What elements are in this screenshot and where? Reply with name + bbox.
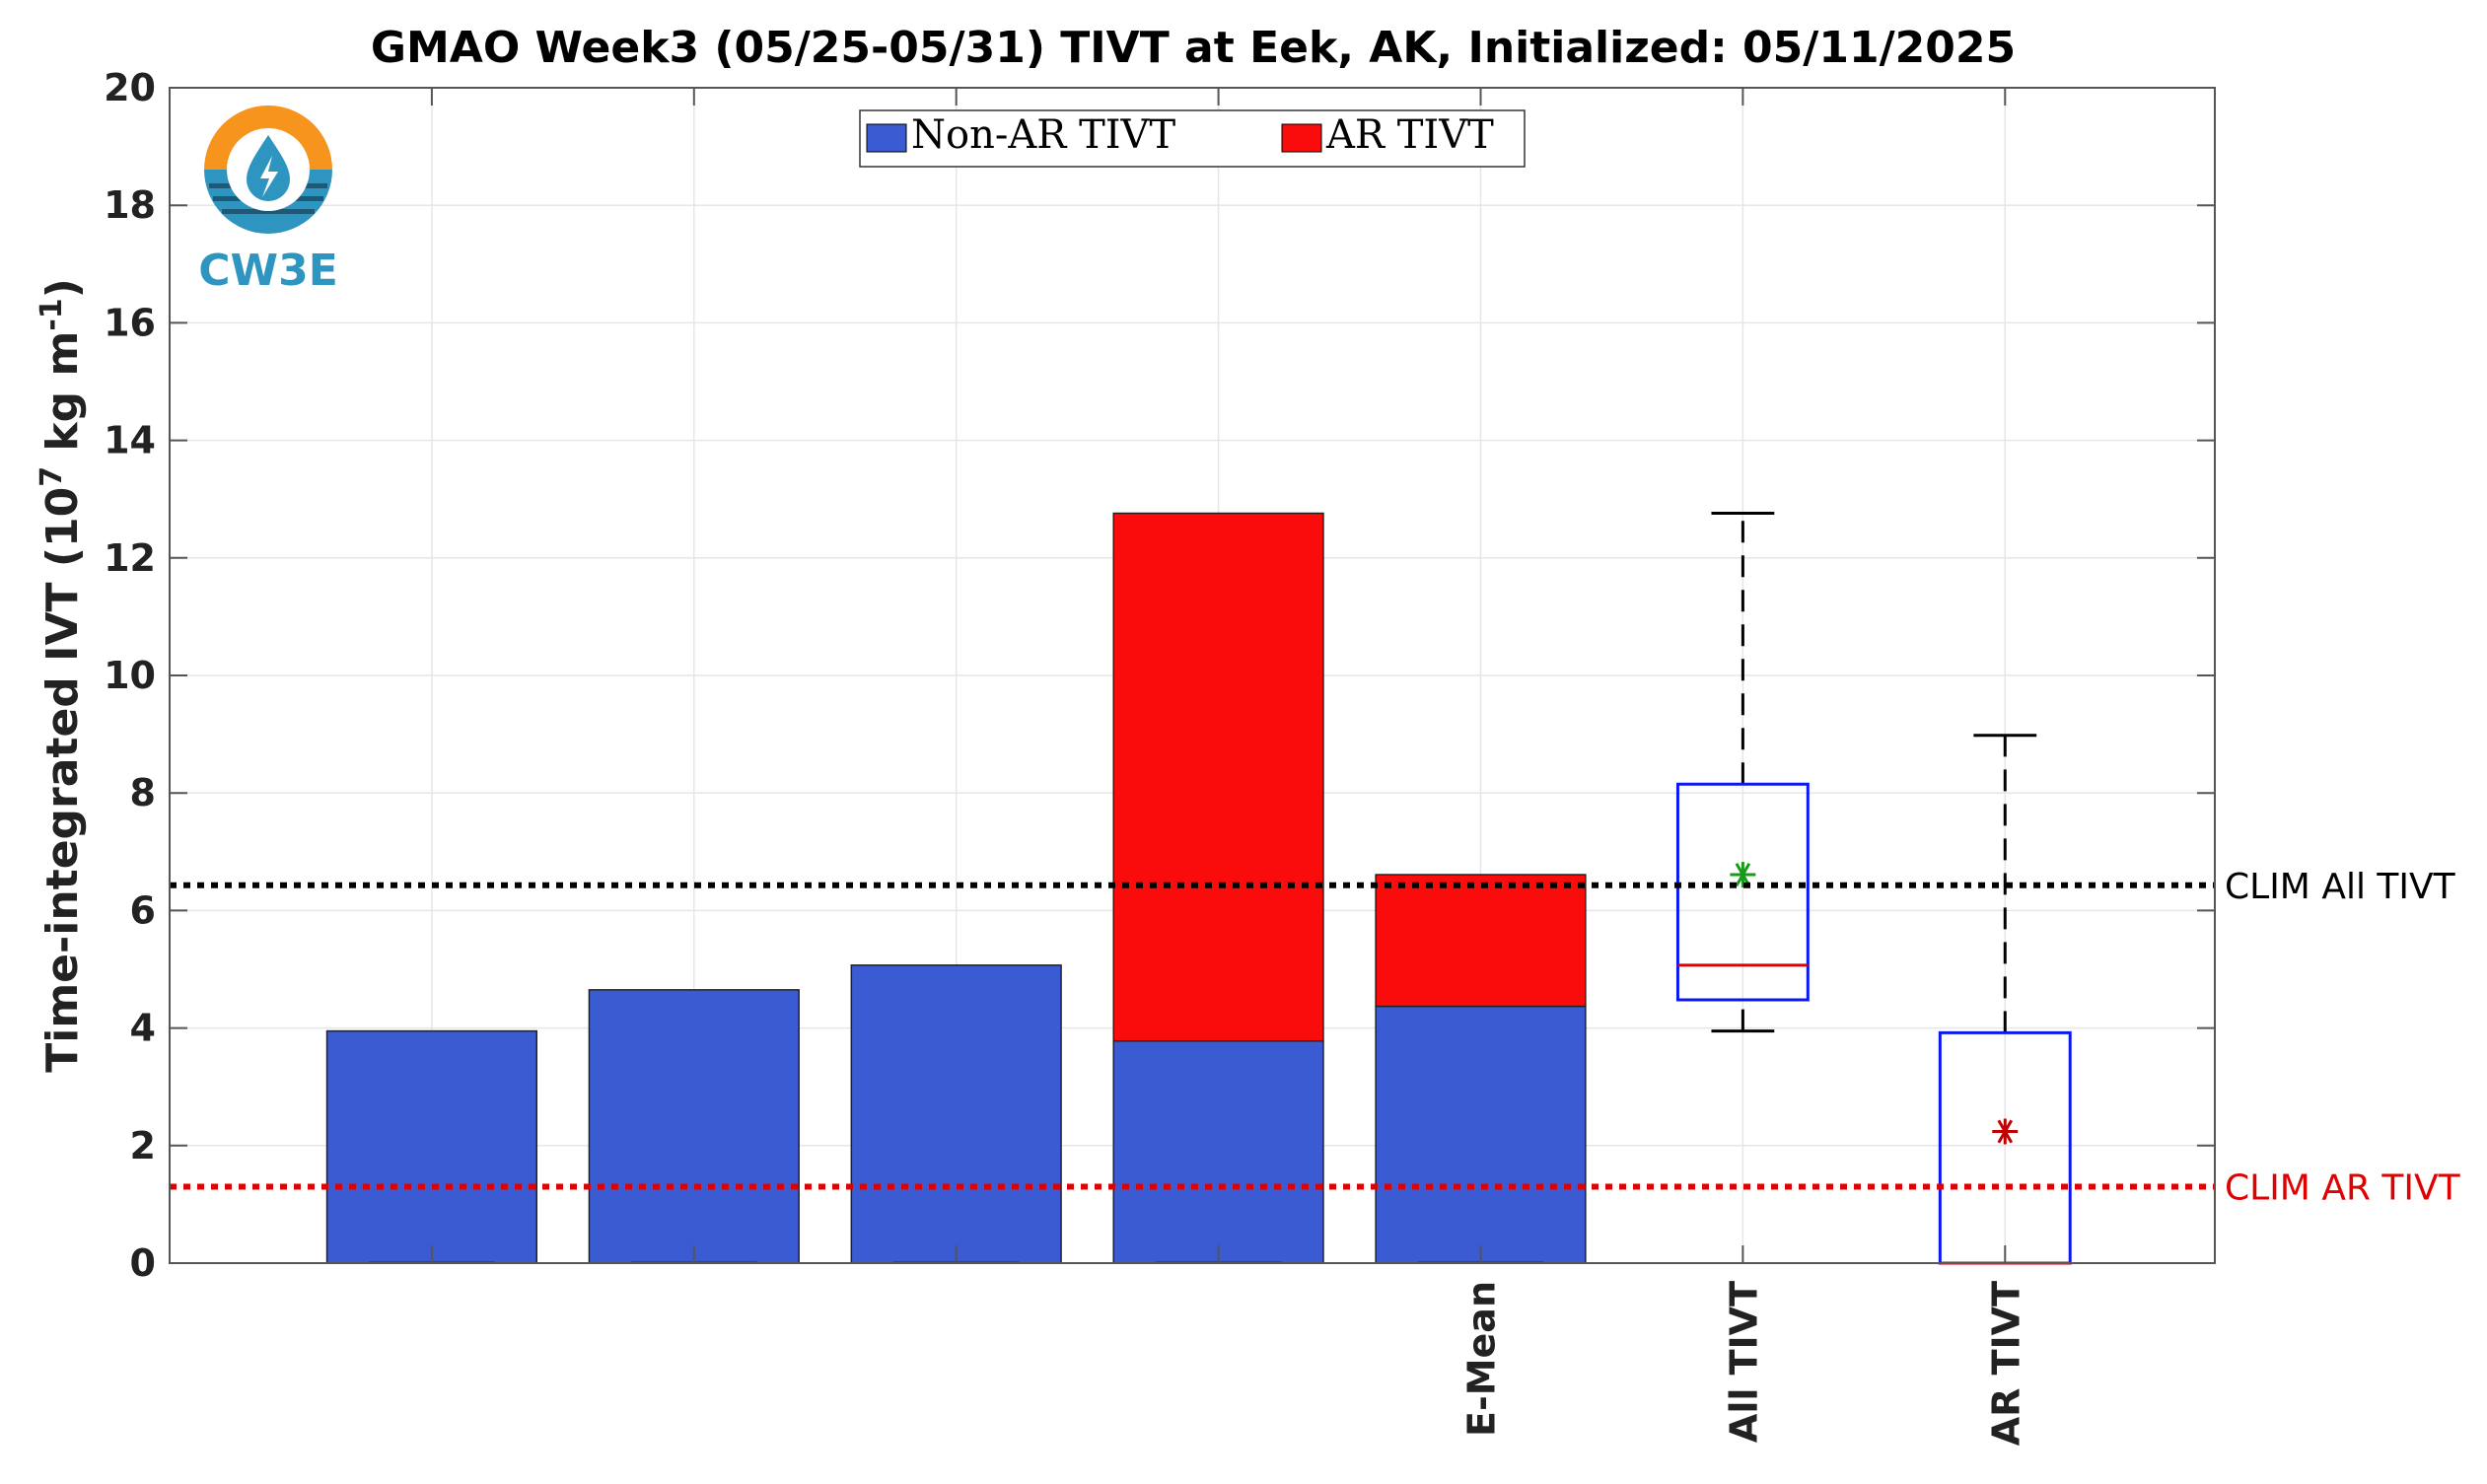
- bar-non-ar: [325, 1029, 538, 1264]
- box-mean-marker: [1992, 1118, 2019, 1145]
- y-tick-label: 10: [104, 654, 156, 697]
- bar-ar: [1112, 512, 1324, 1042]
- bar-non-ar: [1112, 1039, 1324, 1264]
- y-tick-label: 18: [104, 183, 156, 227]
- x-tick-label: AR TIVT: [1984, 1281, 2027, 1446]
- x-tick-label: All TIVT: [1722, 1281, 1765, 1443]
- reference-line-label: CLIM All TIVT: [2225, 867, 2456, 907]
- legend-swatch-non-ar: [866, 123, 907, 153]
- y-tick-label: 12: [104, 536, 156, 580]
- y-tick-label: 16: [104, 301, 156, 344]
- logo-text: CW3E: [198, 246, 338, 296]
- x-tick-label: E-Mean: [1459, 1281, 1503, 1437]
- y-tick-label: 20: [104, 66, 156, 109]
- y-axis-label: Time-integrated IVT (107 kg m-1): [35, 278, 88, 1073]
- box-iqr: [1675, 782, 1810, 1002]
- bar-ar: [1375, 874, 1587, 1008]
- logo-wave-3: [222, 209, 315, 214]
- y-tick-label: 4: [130, 1007, 156, 1050]
- bar-non-ar: [850, 964, 1062, 1264]
- y-tick-label: 2: [130, 1124, 156, 1167]
- bar-non-ar: [588, 989, 800, 1264]
- reference-lines: CLIM All TIVT CLIM AR TIVT: [170, 867, 2461, 1209]
- y-tick-label: 0: [130, 1241, 156, 1285]
- box-mean-marker: [1730, 862, 1756, 888]
- axes: 0 2 4 6 8 10 12 14 16 18 20 E-Mean All TIVT AR TIVT: [104, 66, 2215, 1446]
- legend-box: [859, 109, 1526, 168]
- reference-line-label: CLIM AR TIVT: [2225, 1168, 2461, 1209]
- bars: [325, 512, 1587, 1264]
- legend-swatch-ar: [1281, 123, 1322, 153]
- lightning-icon: [260, 156, 278, 197]
- y-tick-label: 6: [130, 888, 156, 932]
- cw3e-logo: CW3E: [198, 106, 338, 296]
- y-tick-label: 8: [130, 771, 156, 814]
- legend-label-non-ar: Non-AR TIVT: [911, 112, 1175, 158]
- chart-title: GMAO Week3 (05/25-05/31) TIVT at Eek, AK…: [371, 23, 2016, 73]
- bar-non-ar: [1375, 1005, 1587, 1264]
- legend-label-ar: AR TIVT: [1325, 112, 1494, 158]
- legend: Non-AR TIVT AR TIVT: [859, 109, 1526, 168]
- y-tick-label: 14: [104, 419, 156, 462]
